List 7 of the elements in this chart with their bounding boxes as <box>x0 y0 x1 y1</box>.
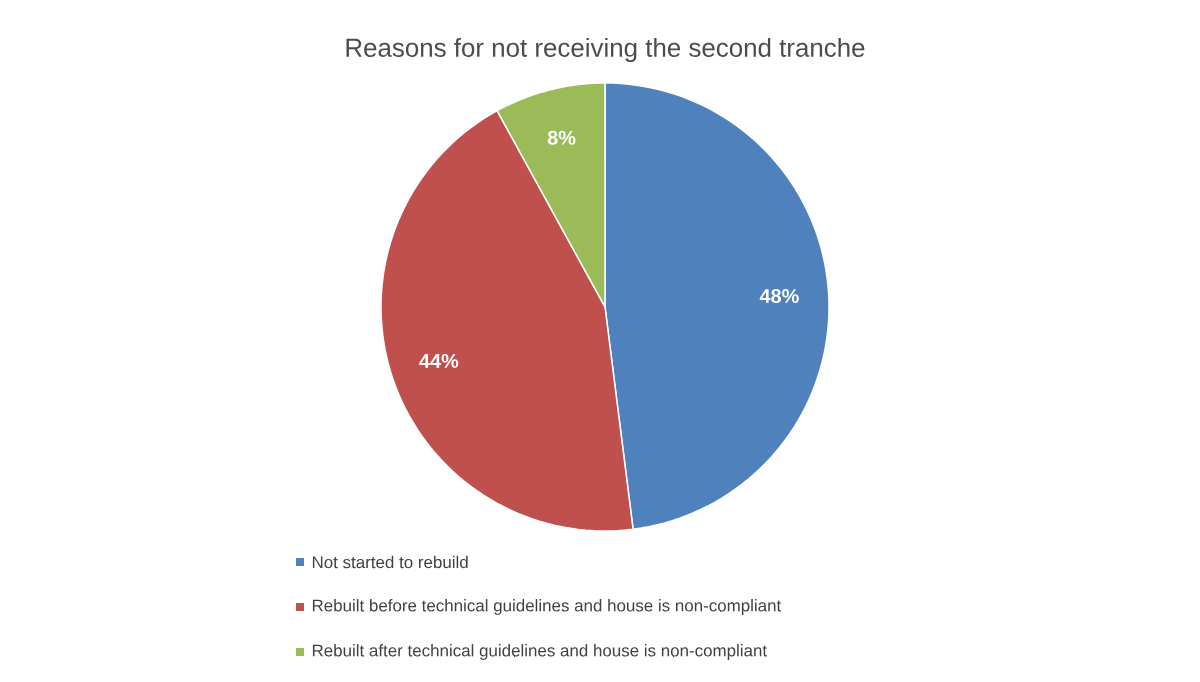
chart-title: Reasons for not receiving the second tranche <box>346 37 865 63</box>
legend-label: Rebuilt before technical guidelines and house is non-compliant <box>312 599 782 615</box>
data-label: 44% <box>419 353 459 368</box>
data-label: 48% <box>759 288 799 304</box>
data-label: 8% <box>547 130 576 145</box>
legend-label: Not started to rebuild <box>312 555 468 569</box>
legend-label: Rebuilt after technical guidelines and house is non-compliant <box>312 644 767 660</box>
